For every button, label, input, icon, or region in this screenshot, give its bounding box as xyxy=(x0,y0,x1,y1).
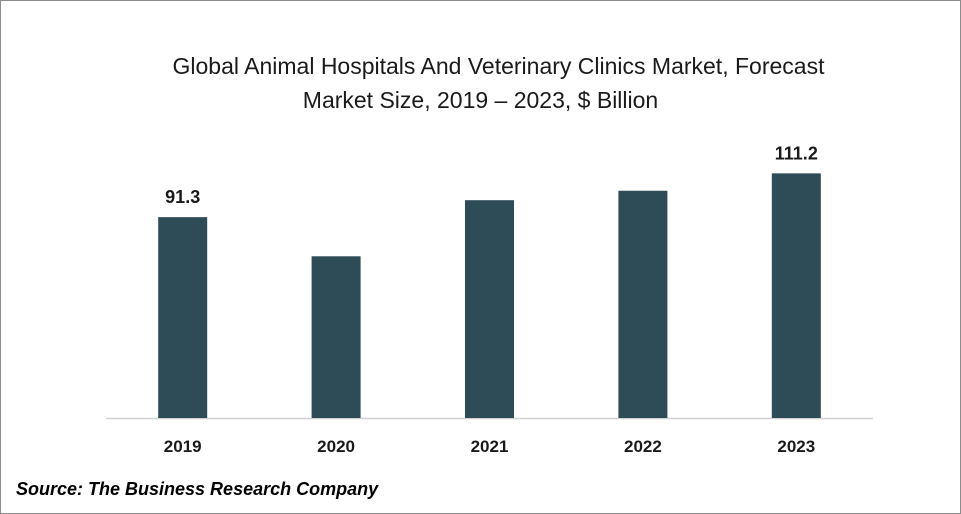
bar-2021 xyxy=(465,200,514,418)
bar-2023 xyxy=(771,173,821,418)
x-tick-label-2023: 2023 xyxy=(777,437,815,456)
source-note: Source: The Business Research Company xyxy=(16,479,379,499)
data-label-2019: 91.3 xyxy=(165,187,200,207)
bar-2020 xyxy=(311,256,361,418)
x-tick-label-2022: 2022 xyxy=(624,437,662,456)
x-tick-label-2019: 2019 xyxy=(164,437,202,456)
x-tick-label-2021: 2021 xyxy=(471,437,509,456)
data-label-2023: 111.2 xyxy=(775,143,818,163)
x-tick-label-2020: 2020 xyxy=(317,437,355,456)
chart-subtitle: Market Size, 2019 – 2023, $ Billion xyxy=(302,87,659,113)
bar-2019 xyxy=(158,217,208,418)
chart-title: Global Animal Hospitals And Veterinary C… xyxy=(172,53,825,79)
bar-2022 xyxy=(618,190,668,418)
